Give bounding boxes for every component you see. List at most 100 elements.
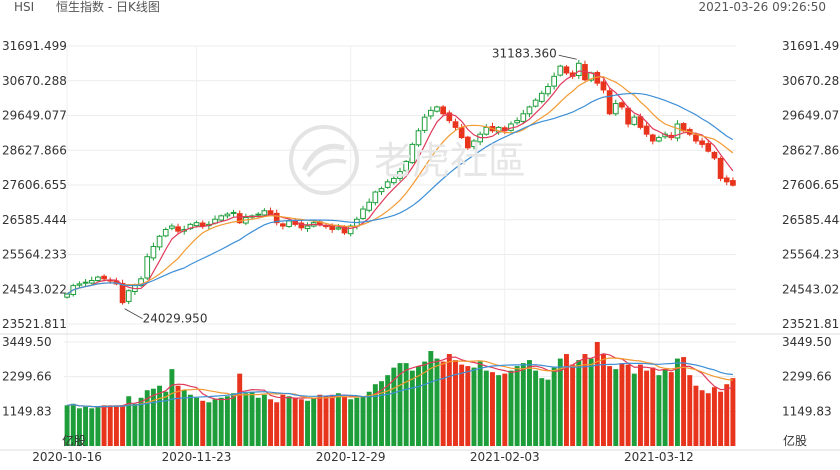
candle-body — [230, 211, 237, 214]
candle-body — [298, 222, 305, 229]
candle-body — [643, 125, 650, 135]
volume-bar — [286, 396, 292, 446]
volume-bar — [157, 385, 163, 446]
candle-body — [717, 157, 724, 179]
candle-body — [304, 225, 311, 230]
volume-tick-label-right: 3449.50 — [782, 335, 832, 349]
volume-bar — [471, 367, 477, 446]
price-tick-label-right: 24543.022 — [782, 282, 840, 296]
volume-bar — [237, 373, 243, 446]
candle-body — [76, 283, 83, 286]
volume-bar — [95, 406, 101, 446]
volume-bar — [206, 402, 212, 446]
volume-bar — [514, 366, 520, 446]
candle-body — [705, 143, 712, 152]
volume-bar — [163, 391, 169, 446]
volume-bar — [212, 399, 218, 446]
watermark-logo: 老虎社區 — [289, 125, 526, 195]
timestamp-label: 2021-03-26 09:26:50 — [698, 0, 826, 14]
candle-body — [464, 136, 471, 149]
candle-body — [520, 113, 527, 122]
candle-body — [440, 106, 446, 115]
volume-tick-label-left: 1149.83 — [2, 404, 52, 418]
candle-body — [625, 107, 631, 125]
candle-body — [390, 177, 397, 184]
volume-bar — [89, 408, 95, 446]
price-tick-label-right: 29649.077 — [782, 109, 840, 123]
chart-title: 恒生指数 - 日K线图 — [56, 0, 160, 14]
candle-body — [538, 92, 545, 102]
volume-bar — [422, 361, 428, 446]
price-tick-label-left: 24543.022 — [2, 282, 67, 296]
volume-bar — [261, 394, 267, 446]
volume-bar — [348, 399, 354, 446]
volume-bar — [668, 372, 674, 446]
volume-bar — [724, 384, 730, 446]
volume-bar — [465, 366, 471, 446]
price-tick-label-right: 31691.499 — [782, 39, 840, 53]
volume-bar — [323, 396, 329, 446]
volume-ma20-line — [67, 362, 733, 408]
price-tick-label-right: 30670.288 — [782, 74, 840, 88]
volume-bar — [502, 373, 508, 446]
candle-body — [273, 212, 280, 224]
volume-bar — [600, 354, 606, 446]
volume-bar — [76, 408, 82, 446]
volume-bar — [329, 394, 335, 446]
volume-bar — [545, 379, 551, 446]
volume-bar — [372, 384, 378, 446]
volume-bar — [662, 369, 668, 446]
volume-bar — [718, 391, 724, 446]
volume-bar — [120, 405, 126, 446]
volume-bar — [533, 370, 539, 446]
volume-bar — [274, 402, 280, 446]
volume-bar — [674, 358, 680, 446]
candle-body — [711, 151, 718, 159]
candle-body — [514, 120, 520, 124]
candle-body — [649, 134, 656, 142]
volume-bar — [403, 363, 409, 446]
volume-bar — [379, 381, 384, 446]
candle-body — [280, 223, 286, 227]
candle-body — [329, 225, 336, 230]
price-tick-label-left: 25564.233 — [2, 248, 67, 262]
volume-bar — [693, 385, 699, 446]
price-tick-label-right: 23521.811 — [782, 317, 840, 331]
volume-bar — [298, 399, 304, 446]
volume-bar — [582, 354, 588, 446]
volume-tick-label-right: 2299.66 — [782, 370, 832, 384]
annotation-high-label: 31183.360 — [492, 46, 557, 60]
price-tick-label-right: 25564.233 — [782, 248, 840, 262]
price-tick-label-right: 28627.866 — [782, 143, 840, 157]
candle-body — [421, 116, 428, 131]
volume-bar — [607, 366, 613, 446]
candle-body — [403, 160, 410, 172]
candle-body — [600, 81, 607, 91]
volume-bar — [107, 405, 113, 446]
price-tick-label-left: 27606.655 — [2, 178, 67, 192]
volume-bar — [249, 391, 255, 446]
volume-bar — [218, 397, 224, 446]
candle-body — [384, 181, 391, 188]
volume-bar — [656, 375, 662, 446]
volume-unit-label-left: 亿股 — [62, 434, 87, 448]
volume-bar — [637, 364, 643, 446]
candle-body — [557, 65, 564, 76]
volume-bar — [231, 393, 237, 446]
candle-body — [730, 180, 736, 186]
candle-body — [699, 140, 705, 145]
candle-body — [551, 75, 557, 87]
candle-body — [169, 225, 175, 229]
volume-bar — [563, 354, 569, 446]
volume-bar — [194, 397, 200, 446]
date-tick-label: 2020-10-16 — [32, 450, 102, 464]
candle-body — [119, 282, 126, 304]
volume-bar — [150, 388, 156, 446]
candle-body — [267, 210, 274, 215]
candle-body — [446, 112, 453, 122]
volume-bar — [366, 391, 372, 446]
candle-body — [575, 62, 582, 77]
volume-bar — [434, 358, 440, 446]
price-tick-label-left: 30670.288 — [2, 74, 67, 88]
candle-body — [526, 106, 533, 115]
